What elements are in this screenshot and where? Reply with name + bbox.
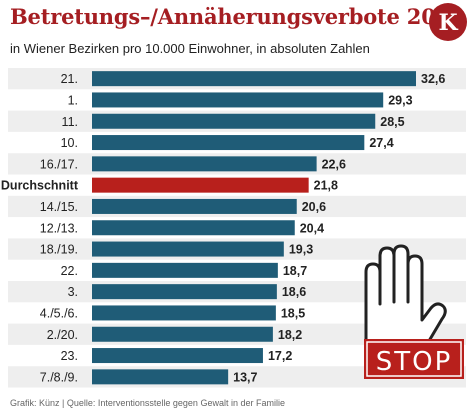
chart-title: Betretungs–/Annäherungsverbote 2022: [10, 4, 465, 29]
value-label: 18,7: [283, 264, 307, 278]
value-label: 18,2: [278, 328, 302, 342]
category-label: 3.: [68, 285, 78, 299]
category-label: 10.: [61, 136, 78, 150]
category-label: 4./5./6.: [40, 306, 78, 320]
stop-sign-plate: [364, 339, 464, 379]
value-label: 18,6: [282, 285, 306, 299]
source-note: Grafik: Künz | Quelle: Interventionsstel…: [10, 398, 285, 408]
category-label: 23.: [61, 349, 78, 363]
category-label: 12./13.: [40, 221, 78, 235]
stop-sign-inner: [366, 341, 462, 377]
stop-sign-label: STOP: [376, 347, 453, 377]
bar: [92, 220, 295, 236]
logo-letter: K: [438, 10, 458, 36]
value-label: 21,8: [314, 179, 338, 193]
value-label: 20,4: [300, 221, 324, 235]
bar: [92, 326, 273, 342]
kurier-logo-icon: K: [429, 3, 467, 41]
bar: [92, 284, 277, 300]
bar: [92, 241, 284, 257]
logo-circle: [429, 3, 467, 41]
average-bar: [92, 177, 309, 193]
category-label: 16./17.: [40, 157, 78, 171]
category-label: 2./20.: [47, 328, 78, 342]
bar: [92, 305, 276, 321]
category-label: 14./15.: [40, 200, 78, 214]
value-label: 27,4: [369, 136, 393, 150]
chart-subtitle: in Wiener Bezirken pro 10.000 Einwohner,…: [10, 41, 370, 56]
value-label: 13,7: [233, 370, 257, 384]
bar: [92, 156, 317, 172]
value-label: 19,3: [289, 243, 313, 257]
bar: [92, 262, 278, 278]
value-label: 29,3: [388, 93, 412, 107]
value-label: 22,6: [322, 157, 346, 171]
value-label: 32,6: [421, 72, 445, 86]
bar: [92, 198, 297, 214]
bar: [92, 113, 376, 129]
stop-hand-icon: STOP: [364, 244, 464, 379]
category-label: Durchschnitt: [1, 179, 79, 193]
bar: [92, 71, 416, 87]
bar: [92, 135, 365, 151]
category-label: 7./8./9.: [40, 370, 78, 384]
bar: [92, 369, 229, 385]
bar: [92, 92, 384, 108]
value-label: 28,5: [380, 115, 404, 129]
category-label: 1.: [68, 93, 78, 107]
bar: [92, 348, 263, 364]
category-label: 21.: [61, 72, 78, 86]
value-label: 20,6: [302, 200, 326, 214]
value-label: 17,2: [268, 349, 292, 363]
bar-chart: 21. 32,6 1. 29,3 11. 28,5 10. 27,4 16./17. 22,6 Du…: [1, 68, 466, 388]
category-label: 22.: [61, 264, 78, 278]
category-label: 18./19.: [40, 243, 78, 257]
category-label: 11.: [62, 115, 78, 129]
value-label: 18,5: [281, 306, 305, 320]
